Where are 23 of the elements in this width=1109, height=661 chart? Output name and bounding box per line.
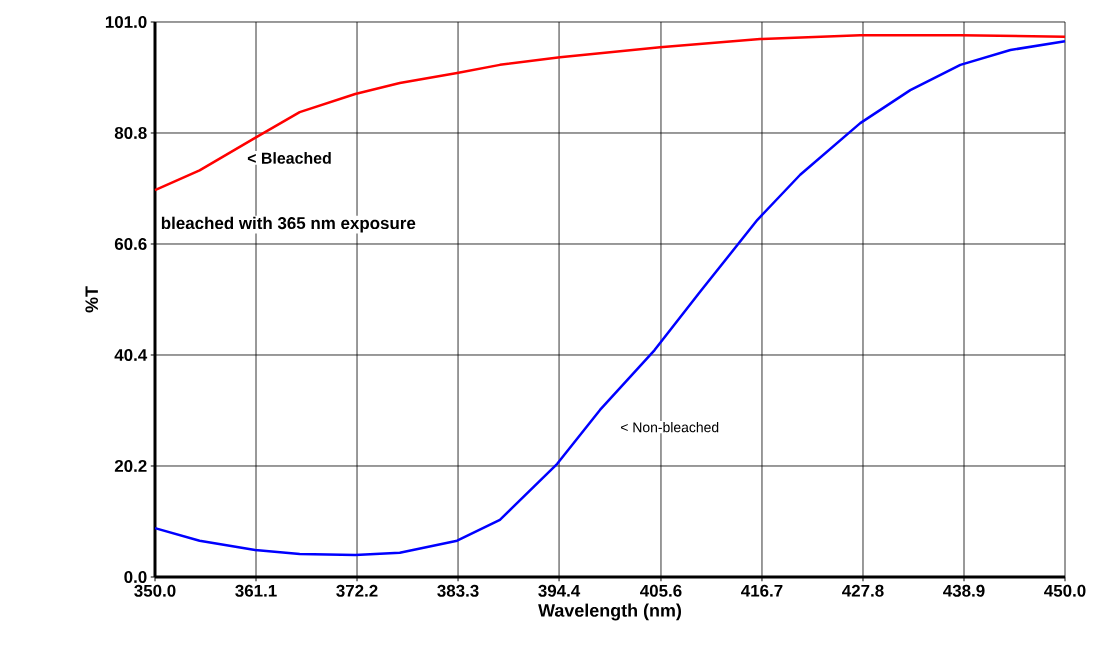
y-tick-label: 80.8 [114, 127, 147, 139]
x-tick-label: 427.8 [842, 584, 884, 597]
annotation: < Bleached [247, 152, 331, 164]
x-tick-label: 405.6 [640, 584, 682, 597]
x-tick-label: 394.4 [538, 584, 581, 597]
x-tick-label: 416.7 [741, 584, 783, 597]
annotation: bleached with 365 nm exposure [161, 216, 416, 233]
x-tick-label: 372.2 [336, 584, 378, 597]
line-series [153, 33, 1067, 192]
x-axis-title: Wavelength (nm) [538, 603, 681, 621]
annotation: < Non-bleached [620, 422, 719, 433]
y-tick-label: 20.2 [114, 460, 147, 472]
y-tick-label: 101.0 [105, 15, 147, 28]
y-axis-title: %T [85, 286, 99, 313]
x-tick-label: 438.9 [943, 584, 985, 597]
x-tick-label: 450.0 [1044, 584, 1086, 597]
line-series [153, 39, 1067, 557]
x-tick-label: 361.1 [235, 584, 277, 597]
y-tick-label: 40.4 [114, 349, 148, 361]
x-tick-label: 383.3 [437, 584, 479, 597]
x-tick-label: 350.0 [134, 584, 176, 597]
y-tick-label: 60.6 [114, 238, 147, 250]
y-tick-label: 0.0 [124, 571, 147, 583]
